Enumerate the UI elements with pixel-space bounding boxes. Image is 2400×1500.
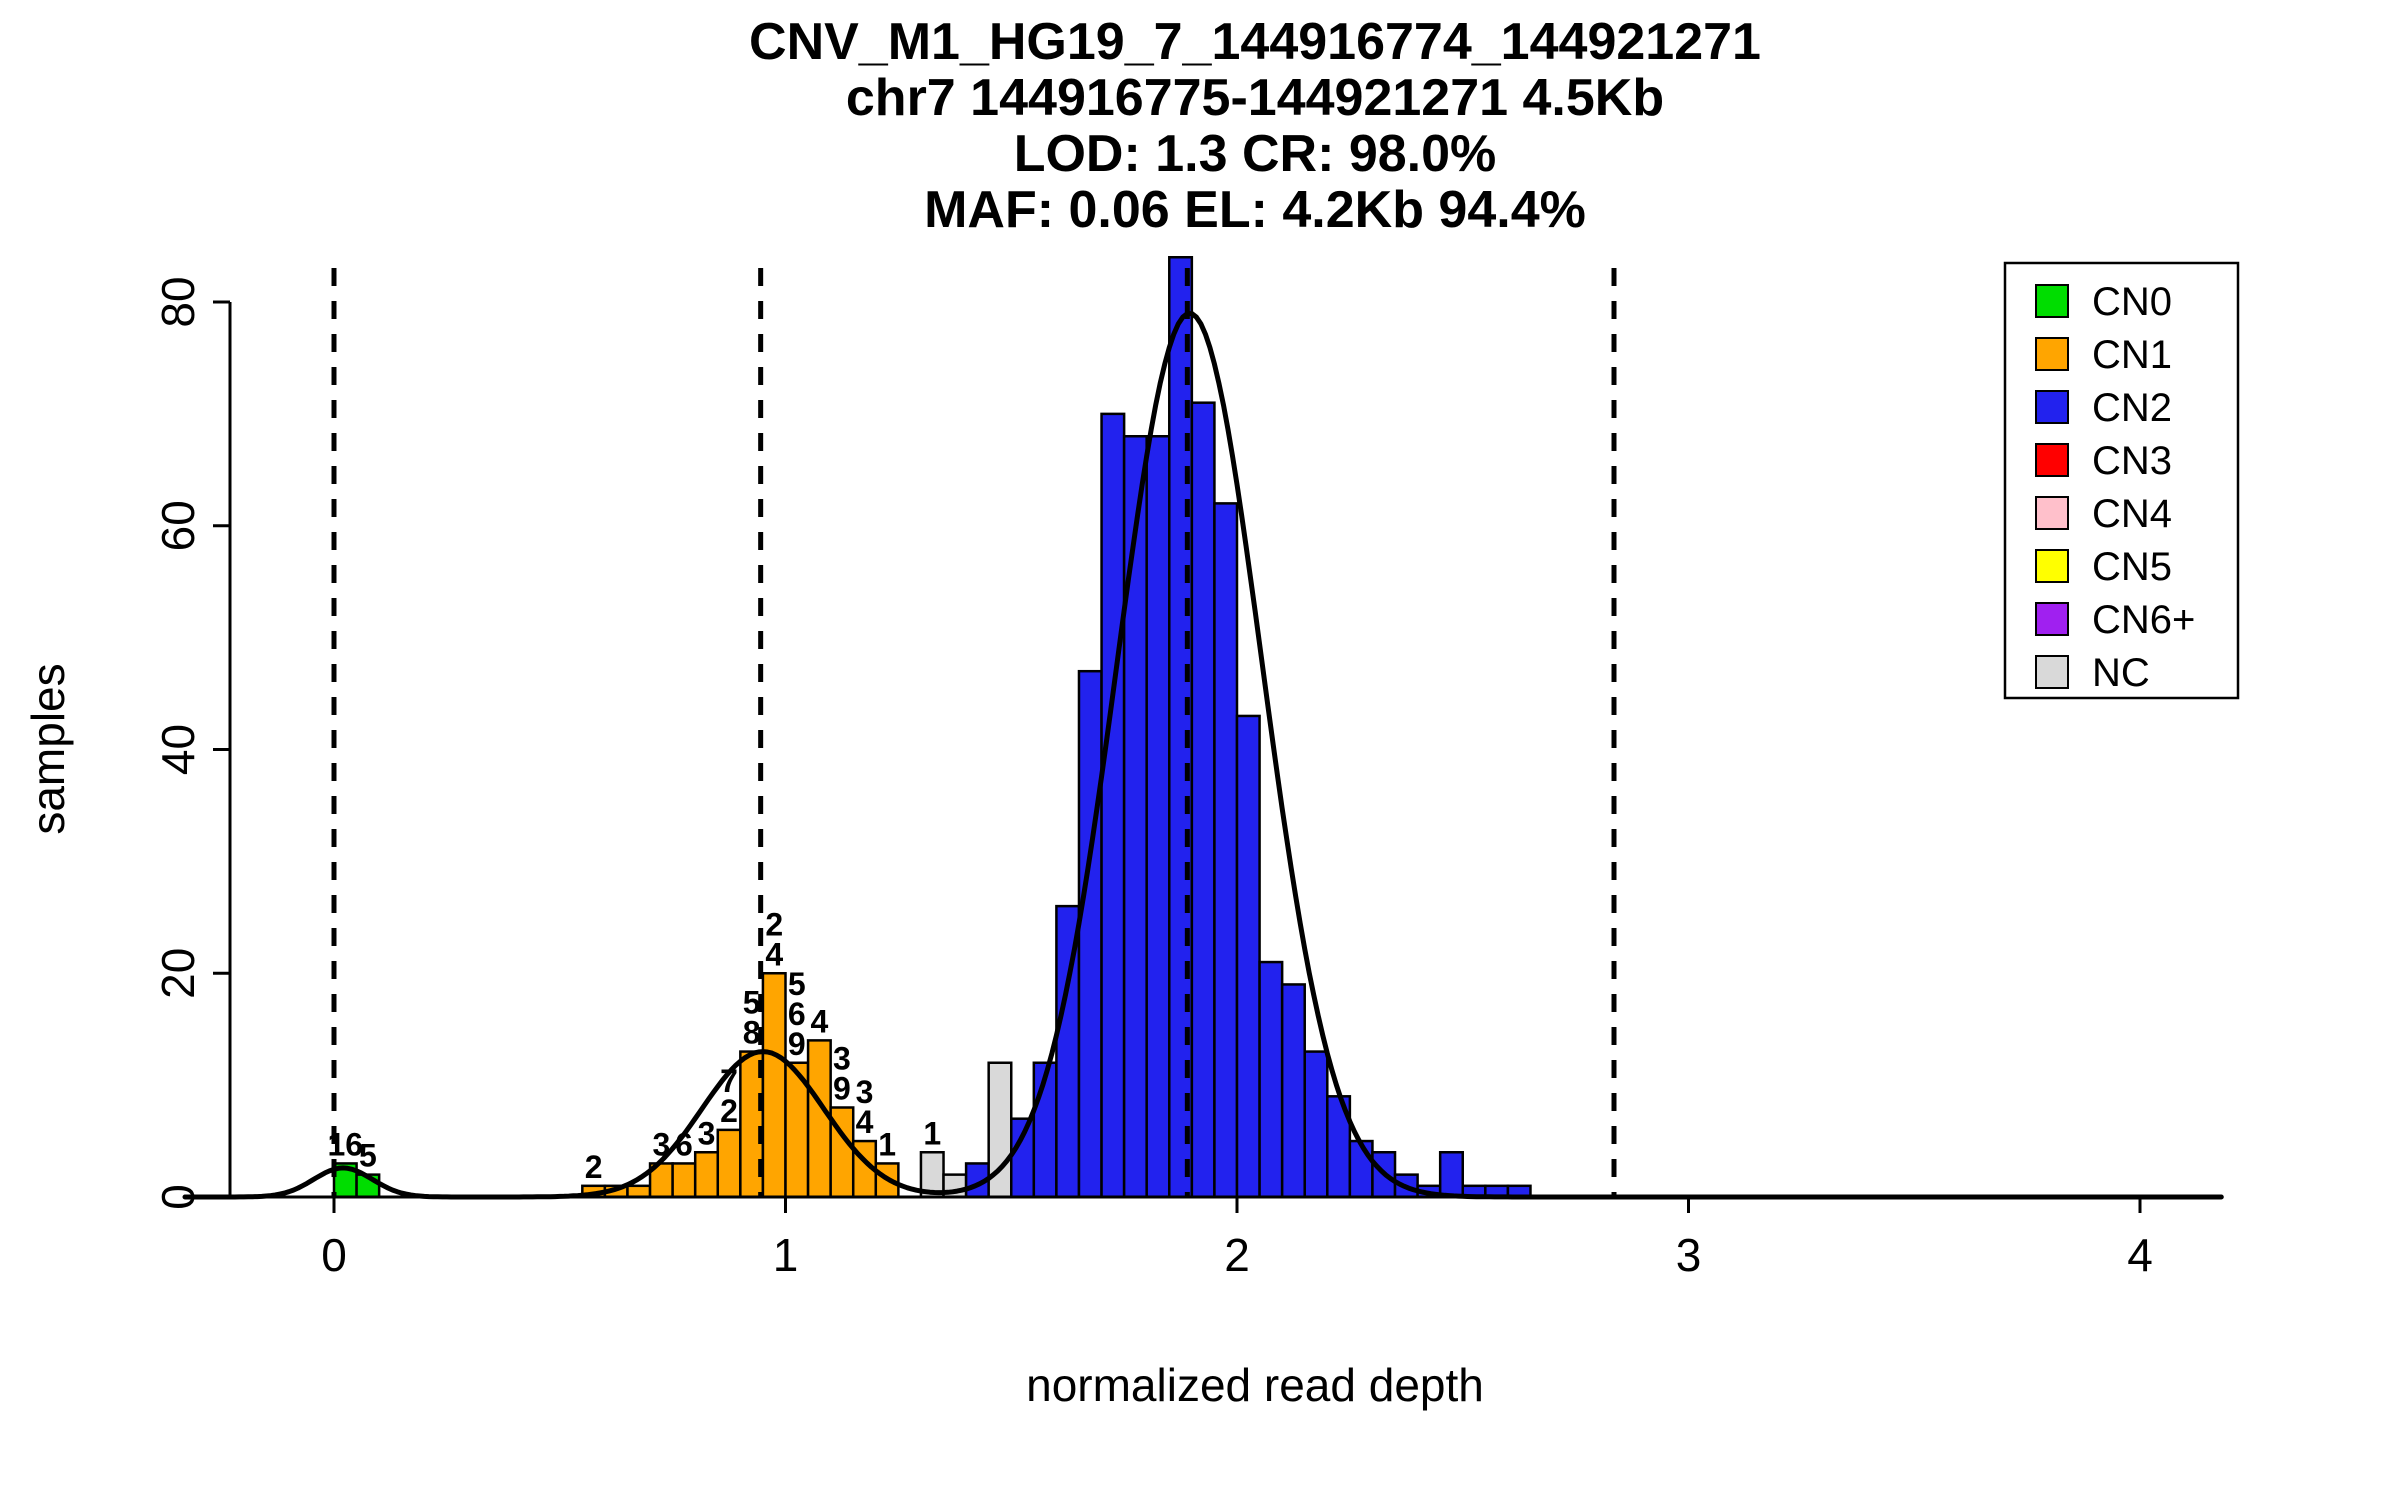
bar-label: 5 <box>788 966 806 1002</box>
bar-label: 2 <box>720 1093 738 1129</box>
legend-label: CN3 <box>2092 439 2172 483</box>
bar-CN2 <box>1258 960 1284 1199</box>
bar-CN1 <box>761 972 787 1199</box>
x-axis-label: normalized read depth <box>1026 1359 1484 1411</box>
y-tick-label: 60 <box>152 500 204 551</box>
legend-label: CN1 <box>2092 333 2172 377</box>
bar-label: 2 <box>585 1149 603 1185</box>
plot-title-line-4: MAF: 0.06 EL: 4.2Kb 94.4% <box>924 181 1586 239</box>
bar-label: 9 <box>788 1026 806 1062</box>
y-tick-label: 40 <box>152 724 204 775</box>
legend-swatch-CN0 <box>2035 284 2069 318</box>
bar-CN2 <box>1438 1151 1465 1199</box>
bar-label: 5 <box>359 1138 377 1174</box>
legend-swatch-CN4 <box>2035 496 2069 530</box>
bar-label: 4 <box>856 1104 874 1140</box>
bar-label: 4 <box>765 936 783 972</box>
bar-CN1 <box>626 1184 652 1199</box>
bar-label: 5 <box>743 985 761 1021</box>
bar-CN2 <box>1145 435 1171 1199</box>
legend-swatch-CN1 <box>2035 337 2069 371</box>
bar-label: 3 <box>856 1074 874 1110</box>
bar-label: 7 <box>720 1063 738 1099</box>
legend-label: CN6+ <box>2092 598 2195 642</box>
y-tick-label: 80 <box>152 276 204 327</box>
y-tick-label: 20 <box>152 948 204 999</box>
legend-swatch-CN5 <box>2035 549 2069 583</box>
plot-title-line-2: chr7 144916775-144921271 4.5Kb <box>845 69 1665 127</box>
bar-label: 3 <box>698 1115 716 1151</box>
x-tick-label: 3 <box>1676 1229 1702 1281</box>
legend: CN0 CN1 CN2 CN3 CN4 CN5 CN6+ NC <box>2003 261 2240 700</box>
plot-title-block: CNV_M1_HG19_7_144916774_144921271 chr7 1… <box>110 14 2400 238</box>
legend-swatch-CN3 <box>2035 443 2069 477</box>
plot-title-line-1: CNV_M1_HG19_7_144916774_144921271 <box>749 13 1761 71</box>
bar-label: 2 <box>765 906 783 942</box>
y-axis-label: samples <box>22 663 74 835</box>
bar-label: 9 <box>833 1071 851 1107</box>
bar-CN1 <box>693 1151 720 1199</box>
legend-swatch-CN2 <box>2035 390 2069 424</box>
bar-CN2 <box>1280 983 1306 1199</box>
bar-CN2 <box>1190 401 1216 1199</box>
bar-label: 16 <box>327 1126 363 1162</box>
bar-label: 8 <box>743 1015 761 1051</box>
legend-label: CN0 <box>2092 280 2172 324</box>
x-tick-label: 2 <box>1224 1229 1250 1281</box>
bar-CN1 <box>671 1162 697 1199</box>
y-tick-label: 0 <box>152 1184 204 1210</box>
bar-label: 6 <box>788 996 806 1032</box>
bar-label: 1 <box>878 1126 896 1162</box>
axes <box>185 300 2221 1213</box>
bar-CN2 <box>1100 412 1126 1199</box>
bar-CN1 <box>716 1128 742 1199</box>
bar-label: 6 <box>675 1126 693 1162</box>
bar-CN2 <box>1122 435 1148 1199</box>
cluster-mean-lines <box>331 268 1617 1197</box>
bar-label: 3 <box>833 1041 851 1077</box>
plot-title-line-3: LOD: 1.3 CR: 98.0% <box>1013 125 1497 183</box>
bar-CN2 <box>1348 1139 1374 1199</box>
x-tick-label: 0 <box>321 1229 347 1281</box>
bar-CN2 <box>1168 256 1194 1199</box>
legend-swatch-NC <box>2035 655 2069 689</box>
x-tick-label: 1 <box>773 1229 799 1281</box>
legend-label: CN4 <box>2092 492 2172 536</box>
legend-label: CN5 <box>2092 545 2172 589</box>
bar-CN2 <box>1303 1050 1329 1199</box>
legend-label: CN2 <box>2092 386 2172 430</box>
bar-label: 1 <box>923 1115 941 1151</box>
bar-label: 4 <box>810 1003 828 1039</box>
legend-swatch-CN6+ <box>2035 602 2069 636</box>
bar-CN1 <box>806 1039 832 1199</box>
bar-CN2 <box>1235 714 1261 1199</box>
x-tick-label: 4 <box>2127 1229 2153 1281</box>
legend-label: NC <box>2092 651 2150 695</box>
bar-CN2 <box>1077 669 1103 1199</box>
bar-CN2 <box>1213 502 1239 1199</box>
histogram-bars <box>332 256 1532 1199</box>
